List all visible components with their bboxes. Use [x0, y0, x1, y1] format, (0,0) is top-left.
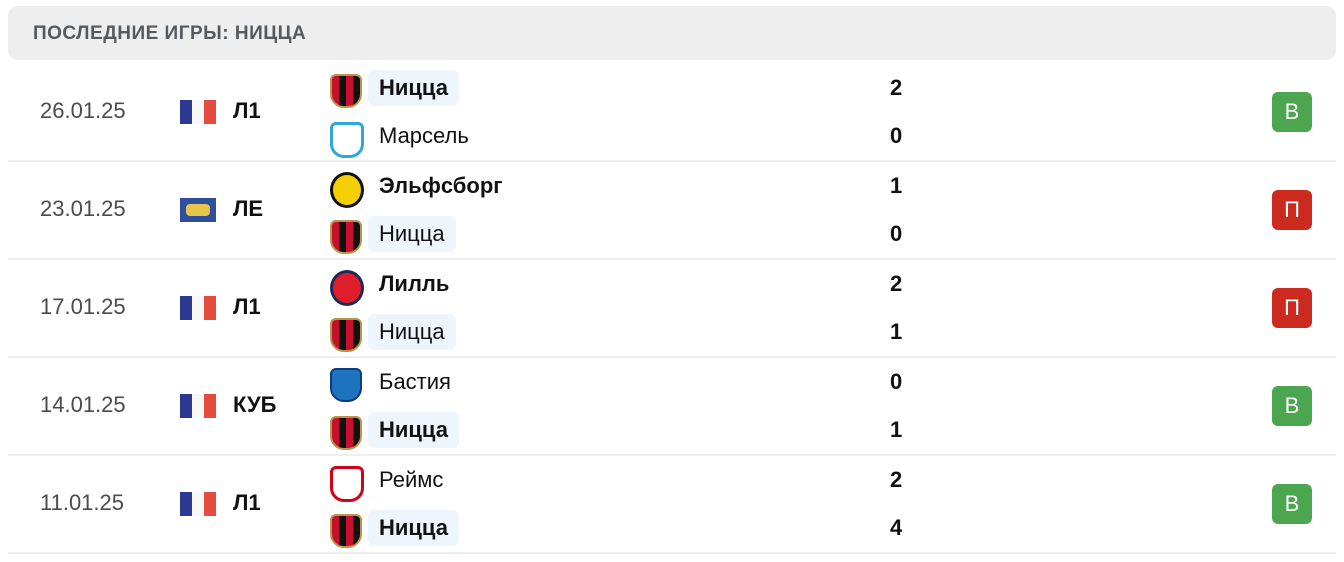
team-name: Эльфсборг	[379, 173, 503, 198]
nice-logo-icon	[330, 514, 362, 548]
team-name: Лилль	[379, 271, 450, 296]
result-badge: П	[1272, 288, 1312, 328]
team-away[interactable]: Ницца 1	[328, 312, 928, 352]
league-name: КУБ	[233, 392, 277, 417]
team-score: 1	[890, 319, 903, 344]
team-score: 2	[890, 467, 903, 492]
team-score: 0	[890, 123, 903, 148]
team-score: 4	[890, 515, 903, 540]
team-score: 2	[890, 271, 903, 296]
result-badge: В	[1272, 484, 1312, 524]
match-date: 14.01.25	[40, 392, 126, 417]
elfsborg-logo-icon	[330, 172, 364, 208]
team-home[interactable]: Бастия 0	[328, 362, 928, 402]
match-row[interactable]: 11.01.25 Л1 Реймс 2 Ницца 4 В	[8, 454, 1336, 554]
marseille-logo-icon	[330, 122, 364, 158]
france-flag-icon	[180, 492, 216, 516]
team-away[interactable]: Ницца 1	[328, 410, 928, 450]
league-name: Л1	[233, 98, 261, 123]
league-name: Л1	[233, 490, 261, 515]
europe-league-flag-icon	[180, 198, 216, 222]
team-home[interactable]: Реймс 2	[328, 460, 928, 502]
section-header: ПОСЛЕДНИЕ ИГРЫ: НИЦЦА	[8, 6, 1336, 60]
team-home[interactable]: Лилль 2	[328, 264, 928, 306]
team-away[interactable]: Ницца 0	[328, 214, 928, 254]
france-flag-icon	[180, 100, 216, 124]
team-score: 0	[890, 369, 903, 394]
nice-logo-icon	[330, 220, 362, 254]
nice-logo-icon	[330, 416, 362, 450]
team-name: Марсель	[379, 123, 469, 148]
nice-logo-icon	[330, 318, 362, 352]
match-date: 26.01.25	[40, 98, 126, 123]
team-name: Реймс	[379, 467, 444, 492]
nice-logo-icon	[330, 74, 362, 108]
lille-logo-icon	[330, 270, 364, 306]
team-name: Ницца	[368, 510, 459, 546]
league-name: Л1	[233, 294, 261, 319]
bastia-logo-icon	[330, 368, 362, 402]
team-name: Бастия	[379, 369, 451, 394]
team-score: 2	[890, 75, 903, 100]
team-home[interactable]: Ницца 2	[328, 68, 928, 108]
result-badge: П	[1272, 190, 1312, 230]
team-away[interactable]: Марсель 0	[328, 116, 928, 158]
match-date: 17.01.25	[40, 294, 126, 319]
team-name: Ницца	[368, 314, 456, 350]
team-score: 1	[890, 173, 903, 198]
team-home[interactable]: Эльфсборг 1	[328, 166, 928, 208]
team-name: Ницца	[368, 216, 456, 252]
result-badge: В	[1272, 386, 1312, 426]
france-flag-icon	[180, 296, 216, 320]
section-title: ПОСЛЕДНИЕ ИГРЫ: НИЦЦА	[33, 23, 307, 44]
france-flag-icon	[180, 394, 216, 418]
team-score: 0	[890, 221, 903, 246]
match-date: 23.01.25	[40, 196, 126, 221]
team-name: Ницца	[368, 70, 459, 106]
league-name: ЛЕ	[233, 196, 264, 221]
team-score: 1	[890, 417, 903, 442]
team-name: Ницца	[368, 412, 459, 448]
reims-logo-icon	[330, 466, 364, 502]
match-row[interactable]: 26.01.25 Л1 Ницца 2 Марсель 0 В	[8, 62, 1336, 162]
result-badge: В	[1272, 92, 1312, 132]
team-away[interactable]: Ницца 4	[328, 508, 928, 548]
match-row[interactable]: 23.01.25 ЛЕ Эльфсборг 1 Ницца 0 П	[8, 160, 1336, 260]
match-date: 11.01.25	[40, 490, 125, 515]
match-row[interactable]: 17.01.25 Л1 Лилль 2 Ницца 1 П	[8, 258, 1336, 358]
match-row[interactable]: 14.01.25 КУБ Бастия 0 Ницца 1 В	[8, 356, 1336, 456]
